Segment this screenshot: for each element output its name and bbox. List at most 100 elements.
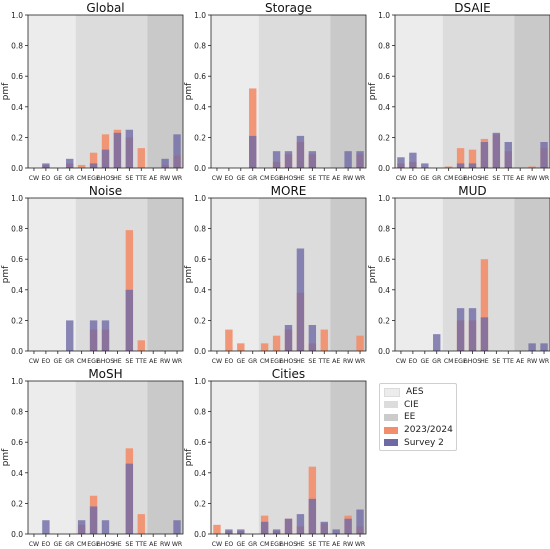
region-ee [147, 381, 183, 534]
bar-survey-2-rw [344, 151, 352, 168]
bar-2023-2024-rw [528, 166, 536, 168]
x-tick-label-rw: RW [527, 175, 537, 182]
bar-2023-2024-gr [249, 88, 257, 168]
y-tick-label: 0.0 [194, 164, 206, 173]
y-tick-label: 0.2 [11, 133, 23, 142]
y-tick-label: 0.0 [11, 530, 23, 539]
x-tick-label-tte: TTE [135, 541, 147, 548]
bar-survey-2-se [125, 129, 134, 168]
x-tick-label-cm: CM [260, 175, 270, 182]
bar-survey-2-tte [504, 141, 512, 168]
y-axis-label: pmf [1, 82, 11, 100]
bar-survey-2-eo [225, 529, 233, 534]
region-aes [28, 15, 76, 168]
region-cie [75, 198, 148, 351]
bar-survey-2-se [125, 463, 134, 534]
region-cie [258, 381, 331, 534]
bar-2023-2024-eo [225, 329, 233, 351]
y-tick-label: 0.2 [194, 133, 206, 142]
x-tick-label-ege: EGE [87, 541, 100, 548]
bar-survey-2-gr [433, 334, 441, 351]
x-tick-label-rw: RW [527, 358, 537, 365]
y-tick-label: 0.2 [11, 499, 23, 508]
x-tick-label-he: HE [296, 175, 305, 182]
y-tick-label: 0.4 [378, 103, 390, 112]
x-tick-label-ege: EGE [87, 358, 100, 365]
bar-2023-2024-ege [89, 152, 98, 168]
bar-survey-2-gr [249, 135, 257, 168]
y-tick-label: 0.0 [11, 164, 23, 173]
y-tick-label: 1.0 [194, 377, 206, 386]
x-tick-label-nhos: nHOS [280, 358, 297, 365]
y-axis-label: pmf [184, 448, 194, 466]
y-tick-label: 0.6 [194, 438, 206, 447]
x-tick-label-cw: CW [29, 358, 39, 365]
y-tick-label: 0.8 [194, 225, 206, 234]
y-tick-label: 0.8 [194, 408, 206, 417]
x-tick-label-cm: CM [444, 175, 454, 182]
region-aes [395, 198, 443, 351]
x-tick-label-he: HE [296, 358, 305, 365]
bar-2023-2024-nhos [468, 149, 477, 168]
y-tick-label: 1.0 [11, 11, 23, 20]
x-tick-label-wr: WR [539, 358, 550, 365]
region-ee [330, 198, 366, 351]
legend-swatch-aes [384, 387, 400, 397]
bar-survey-2-ge [237, 529, 245, 534]
y-tick-label: 0.0 [11, 347, 23, 356]
x-tick-label-ge: GE [53, 175, 62, 182]
x-tick-label-cw: CW [212, 358, 222, 365]
y-tick-label: 0.2 [194, 499, 206, 508]
x-tick-label-tte: TTE [502, 358, 514, 365]
legend-item-ee: EE [384, 411, 452, 424]
y-tick-label: 0.4 [11, 469, 23, 478]
legend-swatch-survey-2 [384, 439, 398, 447]
y-axis-label: pmf [184, 82, 194, 100]
y-tick-label: 0.4 [194, 469, 206, 478]
x-tick-label-wr: WR [172, 175, 183, 182]
x-tick-label-rw: RW [343, 175, 353, 182]
y-axis-label: pmf [368, 82, 378, 100]
y-tick-label: 0.4 [378, 286, 390, 295]
region-cie [258, 15, 331, 168]
x-tick-label-ege: EGE [270, 358, 283, 365]
y-tick-label: 1.0 [11, 194, 23, 203]
bar-2023-2024-tte [137, 340, 145, 351]
x-tick-label-eo: EO [408, 358, 417, 365]
x-tick-label-se: SE [125, 541, 133, 548]
bar-survey-2-nhos [468, 308, 477, 351]
x-tick-label-ae: AE [332, 358, 340, 365]
bar-survey-2-wr [540, 141, 548, 168]
x-tick-label-cm: CM [260, 358, 270, 365]
y-tick-label: 0.2 [378, 133, 390, 142]
x-tick-label-ge: GE [53, 541, 62, 548]
bar-survey-2-ege [89, 506, 98, 534]
y-axis-label: pmf [1, 265, 11, 283]
region-aes [395, 15, 443, 168]
y-tick-label: 0.6 [378, 255, 390, 264]
legend-label-survey-2: Survey 2 [404, 437, 444, 448]
x-tick-label-wr: WR [355, 175, 366, 182]
x-tick-label-se: SE [492, 358, 500, 365]
legend-label-cie: CIE [404, 399, 419, 410]
region-ee [147, 198, 183, 351]
y-tick-label: 0.6 [11, 72, 23, 81]
x-tick-label-gr: GR [65, 541, 75, 548]
x-tick-label-se: SE [492, 175, 500, 182]
bar-survey-2-rw [528, 343, 536, 351]
x-tick-label-ae: AE [149, 175, 157, 182]
y-tick-label: 0.0 [194, 347, 206, 356]
bar-2023-2024-ege [456, 148, 465, 168]
y-tick-label: 0.8 [11, 42, 23, 51]
x-tick-label-ge: GE [420, 175, 429, 182]
x-tick-label-cm: CM [77, 358, 87, 365]
x-tick-label-ege: EGE [270, 175, 283, 182]
bar-survey-2-nhos [284, 151, 293, 168]
bar-survey-2-se [125, 289, 134, 351]
bar-survey-2-eo [42, 163, 50, 168]
chart-title: DSAIE [454, 1, 490, 15]
x-tick-label-he: HE [113, 358, 122, 365]
